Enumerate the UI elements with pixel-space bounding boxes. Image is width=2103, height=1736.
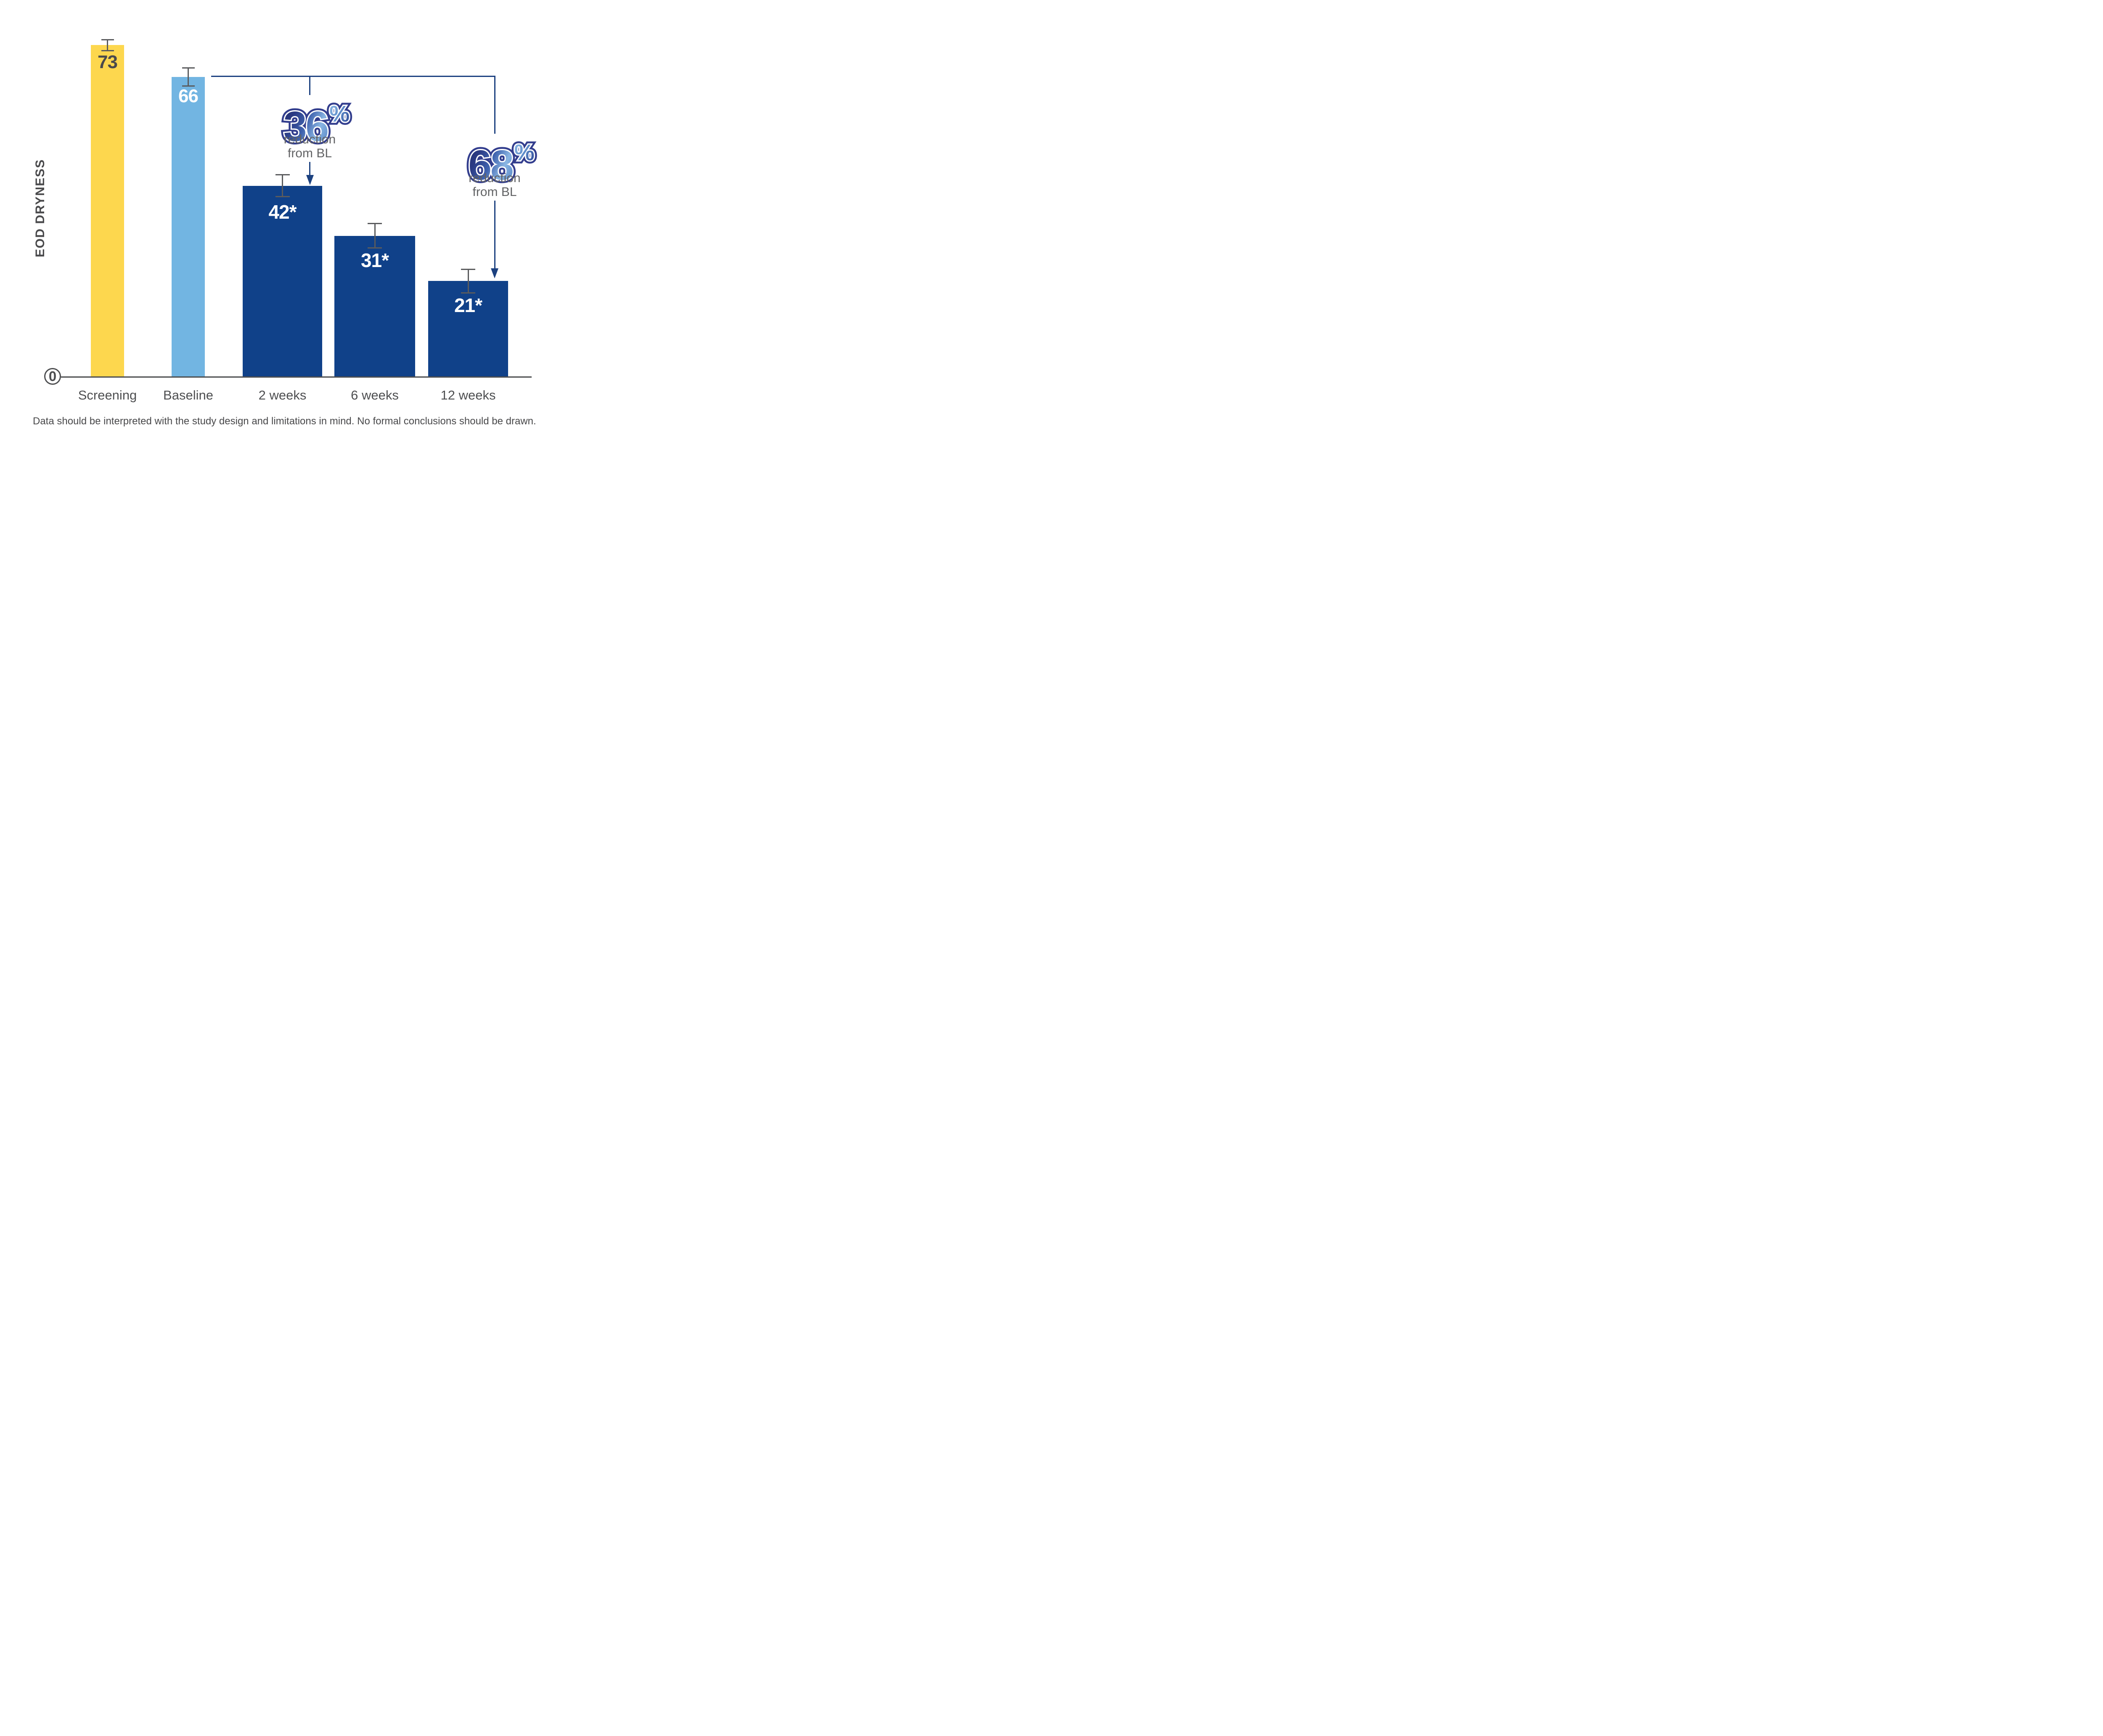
x-tick-label-baseline: Baseline — [163, 388, 213, 402]
x-tick-label-6-weeks: 6 weeks — [351, 388, 399, 402]
callout-36-percent-connector-bottom — [309, 162, 310, 175]
bar-6-weeks — [334, 236, 415, 376]
error-bar-cap-bottom-baseline — [182, 85, 195, 87]
error-bar-cap-bottom-2-weeks — [275, 196, 290, 198]
error-bar-screening — [107, 40, 108, 51]
arrow-down-icon — [306, 175, 314, 185]
bar-value-label-12-weeks: 21* — [454, 294, 482, 317]
callout-68-percent-connector-bottom — [494, 201, 495, 268]
bar-screening — [91, 45, 124, 376]
baseline-reference-line — [211, 76, 495, 77]
callout-68-percent-caption-line1: reduction — [469, 171, 521, 185]
footnote: Data should be interpreted with the stud… — [33, 415, 536, 427]
bar-value-label-2-weeks: 42* — [268, 201, 297, 223]
plot-area: 0 73 Screening 66 Baseline 42* 2 weeks 31* 6 wee… — [0, 0, 606, 434]
error-bar-cap-top-baseline — [182, 67, 195, 69]
error-bar-cap-bottom-12-weeks — [461, 292, 475, 294]
callout-68-percent-connector-top — [494, 77, 495, 134]
bar-2-weeks — [243, 185, 322, 376]
error-bar-2-weeks — [282, 175, 283, 197]
callout-68-percent-value: 68%68%68%68% — [465, 132, 538, 190]
x-tick-label-12-weeks: 12 weeks — [440, 388, 496, 402]
bar-value-label-baseline: 66 — [178, 86, 199, 107]
error-bar-baseline — [188, 68, 189, 86]
callout-36-percent-value: 36%36%36%36% — [280, 93, 352, 151]
x-axis-line — [61, 376, 532, 378]
x-tick-label-2-weeks: 2 weeks — [258, 388, 307, 402]
callout-36-percent-connector-top — [309, 77, 310, 95]
error-bar-cap-top-6-weeks — [368, 222, 382, 224]
error-bar-cap-bottom-6-weeks — [368, 247, 382, 249]
axis-origin-zero: 0 — [44, 368, 61, 385]
error-bar-cap-top-2-weeks — [275, 174, 290, 176]
error-bar-6-weeks — [374, 223, 376, 248]
bar-value-label-6-weeks: 31* — [360, 249, 389, 271]
bar-12-weeks — [428, 281, 508, 376]
x-tick-label-screening: Screening — [78, 388, 137, 402]
error-bar-cap-top-screening — [101, 39, 114, 40]
arrow-down-icon — [491, 268, 498, 278]
error-bar-cap-bottom-screening — [101, 50, 114, 51]
error-bar-cap-top-12-weeks — [461, 268, 475, 270]
callout-36-percent-caption-line1: reduction — [283, 132, 336, 146]
eod-dryness-bar-chart: EOD DRYNESS 0 73 Screening 66 Baseline 42* 2 w… — [0, 0, 606, 434]
bar-value-label-screening: 73 — [98, 52, 118, 73]
error-bar-12-weeks — [467, 269, 469, 293]
callout-68-percent-caption-line2: from BL — [472, 185, 517, 199]
callout-36-percent-caption-line2: from BL — [287, 146, 332, 160]
origin-zero-label: 0 — [48, 368, 57, 384]
bar-baseline — [172, 77, 205, 376]
